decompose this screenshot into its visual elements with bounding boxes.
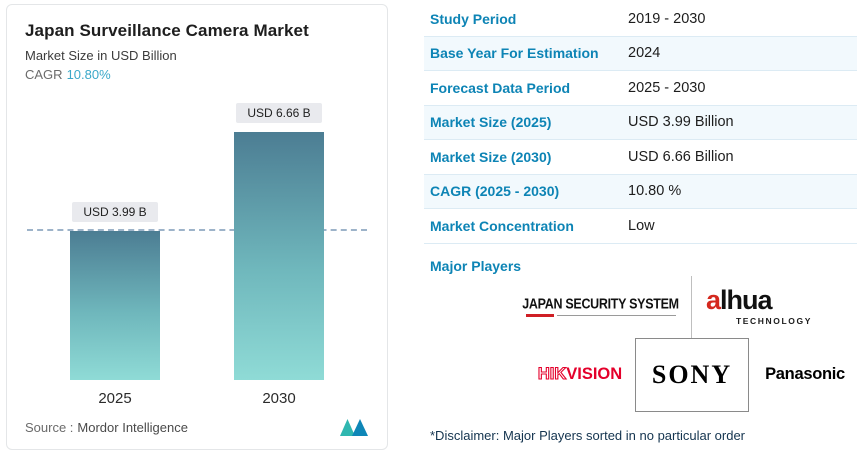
players-row-2: HIKVISION SONY Panasonic [430, 337, 857, 412]
reference-line [27, 229, 367, 232]
dahua-logo-first-letter: a [706, 285, 721, 315]
panasonic-logo-text: Panasonic [765, 365, 845, 383]
x-axis-label: 2025 [98, 390, 132, 407]
fact-label: Market Concentration [430, 217, 574, 234]
source-label: Source : [25, 419, 74, 435]
jss-logo-text: JAPAN SECURITY SYSTEM [522, 295, 679, 312]
fact-label: Forecast Data Period [430, 79, 571, 96]
facts-rows: Study Period 2019 - 2030 Base Year For Est… [424, 2, 857, 244]
chart-subtitle: Market Size in USD Billion [25, 48, 177, 63]
jss-logo-accent [525, 313, 676, 317]
mordor-intelligence-logo [339, 417, 369, 437]
disclaimer: *Disclaimer: Major Players sorted in no … [430, 427, 746, 443]
chart-plot: USD 3.99 B USD 6.66 B [25, 96, 369, 380]
fact-label: Base Year For Estimation [430, 45, 599, 62]
sony-logo-text: SONY [651, 359, 733, 389]
x-axis-label: 2030 [262, 390, 296, 407]
table-row: Market Size (2030) USD 6.66 Billion [424, 140, 857, 175]
fact-label: Market Size (2030) [430, 148, 552, 165]
major-players-block: Major Players JAPAN SECURITY SYSTEM alhua… [424, 244, 857, 412]
panasonic-logo: Panasonic [753, 365, 857, 384]
sony-logo: SONY [635, 337, 749, 412]
fact-value: 2024 [628, 45, 661, 62]
jss-gray-line [556, 314, 676, 316]
fact-label: CAGR (2025 - 2030) [430, 183, 560, 200]
major-players-label: Major Players [430, 257, 522, 274]
jss-red-accent [525, 313, 554, 317]
bar-column: USD 6.66 B [197, 103, 361, 380]
table-row: Forecast Data Period 2025 - 2030 [424, 71, 857, 106]
fact-value: USD 3.99 Billion [628, 114, 734, 131]
table-row: Base Year For Estimation 2024 [424, 36, 857, 71]
jss-logo: JAPAN SECURITY SYSTEM [510, 275, 692, 338]
cagr-line: CAGR 10.80% [25, 67, 369, 82]
chart-title: Japan Surveillance Camera Market [25, 21, 309, 40]
source-value: Mordor Intelligence [77, 419, 188, 435]
bar-value-label: USD 3.99 B [72, 202, 158, 223]
bar-column: USD 3.99 B [33, 202, 197, 380]
fact-label: Study Period [430, 10, 517, 27]
chart-card: Japan Surveillance Camera Market Market … [6, 4, 388, 450]
cagr-value: 10.80% [66, 67, 111, 82]
hikvision-logo-solid-part: VISION [566, 365, 623, 383]
fact-label: Market Size (2025) [430, 114, 552, 131]
source-row: Source : Mordor Intelligence [25, 417, 369, 437]
fact-value: 2019 - 2030 [628, 10, 706, 27]
bar-value-label: USD 6.66 B [236, 103, 322, 123]
x-axis-labels: 2025 2030 [25, 390, 369, 407]
table-row: Market Size (2025) USD 3.99 Billion [424, 105, 857, 140]
table-row: Market Concentration Low [424, 209, 857, 244]
table-row: CAGR (2025 - 2030) 10.80 % [424, 174, 857, 209]
fact-value: 10.80 % [628, 183, 682, 200]
bar [70, 231, 160, 380]
table-row: Study Period 2019 - 2030 [424, 2, 857, 37]
dahua-logo-rest: lhua [720, 285, 773, 315]
hikvision-logo-outline-part: HIK [537, 364, 567, 383]
players-row-1: JAPAN SECURITY SYSTEM alhua TECHNOLOGY [430, 275, 857, 338]
dahua-logo: alhua TECHNOLOGY [692, 287, 812, 327]
fact-value: Low [628, 217, 655, 234]
dahua-logo-text: alhua [706, 287, 812, 314]
facts-panel: Study Period 2019 - 2030 Base Year For Est… [424, 2, 857, 443]
dahua-logo-subtext: TECHNOLOGY [736, 316, 812, 326]
fact-value: USD 6.66 Billion [628, 148, 734, 165]
source-text: Source : Mordor Intelligence [25, 420, 188, 435]
fact-value: 2025 - 2030 [628, 79, 706, 96]
bar [234, 132, 324, 380]
hikvision-logo: HIKVISION [525, 364, 635, 384]
cagr-label: CAGR [25, 67, 63, 82]
